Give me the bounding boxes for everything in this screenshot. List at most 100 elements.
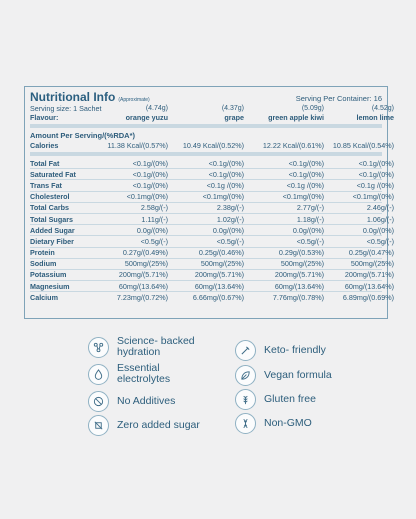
calories-value: 12.22 Kcal/(0.61%): [262, 140, 324, 150]
feature-item: Non-GMO: [235, 413, 312, 434]
feature-item: Gluten free: [235, 389, 316, 410]
flavour-weight: (4.37g): [221, 105, 244, 112]
no-additives-icon: [88, 391, 109, 412]
nutrient-value: 60mg/(13.64%): [274, 281, 324, 291]
nutrient-row: Total Fat <0.1g/(0%) <0.1g/(0%) <0.1g/(0%) <…: [30, 158, 394, 170]
calories-value: 10.85 Kcal/(0.54%): [332, 140, 394, 150]
feature-item: Science- backed hydration: [88, 336, 213, 358]
nutrient-value: 0.0g/(0%): [212, 225, 244, 235]
feature-text: Essential electrolytes: [117, 362, 171, 385]
molecule-icon: [88, 336, 109, 358]
nutrient-value: 500mg/(25%): [200, 259, 244, 269]
nutrient-value: 0.0g/(0%): [292, 225, 324, 235]
calories-label: Calories: [30, 140, 59, 150]
nutrient-label: Calcium: [30, 292, 58, 302]
nutrient-label: Dietary Fiber: [30, 236, 74, 246]
nutrient-row: Protein 0.27g/(0.49%) 0.25g/(0.46%) 0.29g/(…: [30, 248, 394, 259]
nutrient-value: 200mg/(5.71%): [344, 270, 394, 280]
panel-title: Nutritional Info (Approximate): [30, 90, 150, 104]
nutrient-value: 0.27g/(0.49%): [122, 248, 168, 258]
nutrient-value: 60mg/(13.64%): [344, 281, 394, 291]
nutrient-value: <0.1g/(0%): [358, 169, 394, 179]
nutrient-value: 60mg/(13.64%): [118, 281, 168, 291]
amount-heading: Amount Per Serving/(%RDA*): [30, 130, 136, 140]
non-gmo-icon: [235, 413, 256, 434]
calories-value: 10.49 Kcal/(0.52%): [182, 140, 244, 150]
nutrient-row: Sodium 500mg/(25%) 500mg/(25%) 500mg/(25%) 5…: [30, 259, 394, 270]
feature-text: Zero added sugar: [117, 419, 200, 431]
nutrient-value: 0.0g/(0%): [136, 225, 168, 235]
nutrient-value: <0.1g/(0%): [132, 169, 168, 179]
no-sugar-icon: [88, 415, 109, 436]
nutrient-label: Sodium: [30, 259, 57, 269]
feature-text: Vegan formula: [264, 369, 332, 381]
nutrient-value: 1.11g/(-): [141, 214, 168, 224]
nutrient-row: Magnesium 60mg/(13.64%) 60mg/(13.64%) 60mg/…: [30, 281, 394, 293]
flavour-name: green apple kiwi: [268, 113, 324, 122]
feature-item: Vegan formula: [235, 365, 332, 386]
nutrient-label: Saturated Fat: [30, 169, 76, 179]
nutrient-value: 1.02g/(-): [216, 214, 244, 224]
nutrient-value: 500mg/(25%): [124, 259, 168, 269]
feature-item: No Additives: [88, 391, 213, 412]
nutrient-row: Calcium 7.23mg/(0.72%) 6.66mg/(0.67%) 7.76m…: [30, 292, 394, 302]
nutrient-row: Cholesterol <0.1mg/(0%) <0.1mg/(0%) <0.1mg/…: [30, 192, 394, 203]
nutrient-label: Potassium: [30, 270, 67, 280]
nutrient-value: 0.25g/(0.46%): [198, 248, 244, 258]
approx-label: (Approximate): [118, 97, 150, 103]
nutrient-value: <0.5g/(-): [366, 236, 394, 246]
nutrient-value: 2.46g/(-): [366, 203, 394, 213]
nutrient-value: 7.76mg/(0.78%): [272, 292, 324, 302]
nutrient-row: Total Sugars 1.11g/(-) 1.02g/(-) 1.18g/(-) 1…: [30, 214, 394, 226]
flavour-weight: (4.52g): [371, 105, 394, 112]
feature-text: Keto- friendly: [264, 344, 326, 356]
feature-text: Gluten free: [264, 393, 316, 405]
nutrient-row: Potassium 200mg/(5.71%) 200mg/(5.71%) 200mg…: [30, 270, 394, 282]
nutrient-row: Saturated Fat <0.1g/(0%) <0.1g/(0%) <0.1g/(…: [30, 169, 394, 181]
nutrient-value: 200mg/(5.71%): [274, 270, 324, 280]
nutrient-value: <0.5g/(-): [296, 236, 324, 246]
nutrient-value: <0.1g /(0%): [356, 180, 394, 190]
feature-item: Essential electrolytes: [88, 363, 213, 385]
feature-text: Science- backed hydration: [117, 335, 195, 358]
nutrient-label: Total Carbs: [30, 203, 70, 213]
nutrient-value: 500mg/(25%): [350, 259, 394, 269]
nutrient-label: Magnesium: [30, 281, 70, 291]
nutrient-value: 1.18g/(-): [296, 214, 324, 224]
nutrient-value: 2.77g/(-): [296, 203, 324, 213]
nutrient-value: <0.1mg/(0%): [352, 192, 394, 202]
nutrient-label: Trans Fat: [30, 180, 62, 190]
nutrient-value: 1.06g/(-): [366, 214, 394, 224]
nutrient-value: 0.29g/(0.53%): [278, 248, 324, 258]
flavour-weight: (4.74g): [145, 105, 168, 112]
nutrient-value: <0.5g/(-): [140, 236, 168, 246]
feature-item: Zero added sugar: [88, 415, 213, 436]
calories-row: Calories 11.38 Kcal/(0.57%) 10.49 Kcal/(…: [30, 140, 394, 150]
nutrient-value: 60mg/(13.64%): [194, 281, 244, 291]
nutrient-value: 7.23mg/(0.72%): [116, 292, 168, 302]
nutrient-value: <0.1mg/(0%): [282, 192, 324, 202]
flavour-label: Flavour:: [30, 113, 59, 122]
nutrient-value: <0.1g/(0%): [208, 158, 244, 168]
nutrient-value: 6.89mg/(0.69%): [342, 292, 394, 302]
flavour-name: orange yuzu: [125, 113, 168, 122]
nutrient-label: Cholesterol: [30, 192, 70, 202]
nutrient-value: 0.25g/(0.47%): [348, 248, 394, 258]
nutrient-value: 500mg/(25%): [280, 259, 324, 269]
nutrient-row: Added Sugar 0.0g/(0%) 0.0g/(0%) 0.0g/(0%) 0.…: [30, 225, 394, 237]
feature-text: No Additives: [117, 395, 176, 407]
keto-icon: [235, 340, 256, 361]
nutrient-value: <0.1g /(0%): [206, 180, 244, 190]
divider: [30, 152, 382, 156]
flavour-weight: (5.09g): [301, 105, 324, 112]
serving-per-container: Serving Per Container: 16: [295, 94, 382, 103]
nutrient-value: <0.1g/(0%): [358, 158, 394, 168]
nutrient-value: <0.1g/(0%): [288, 158, 324, 168]
nutrient-value: 200mg/(5.71%): [194, 270, 244, 280]
serving-weights-row: Serving size: 1 Sachet (4.74g) (4.37g) (…: [30, 104, 394, 113]
nutrient-label: Total Sugars: [30, 214, 73, 224]
nutrition-panel: Nutritional Info (Approximate) Serving Pe…: [24, 86, 394, 319]
feature-text: Non-GMO: [264, 417, 312, 429]
calories-value: 11.38 Kcal/(0.57%): [107, 140, 168, 150]
gluten-free-icon: [235, 389, 256, 410]
